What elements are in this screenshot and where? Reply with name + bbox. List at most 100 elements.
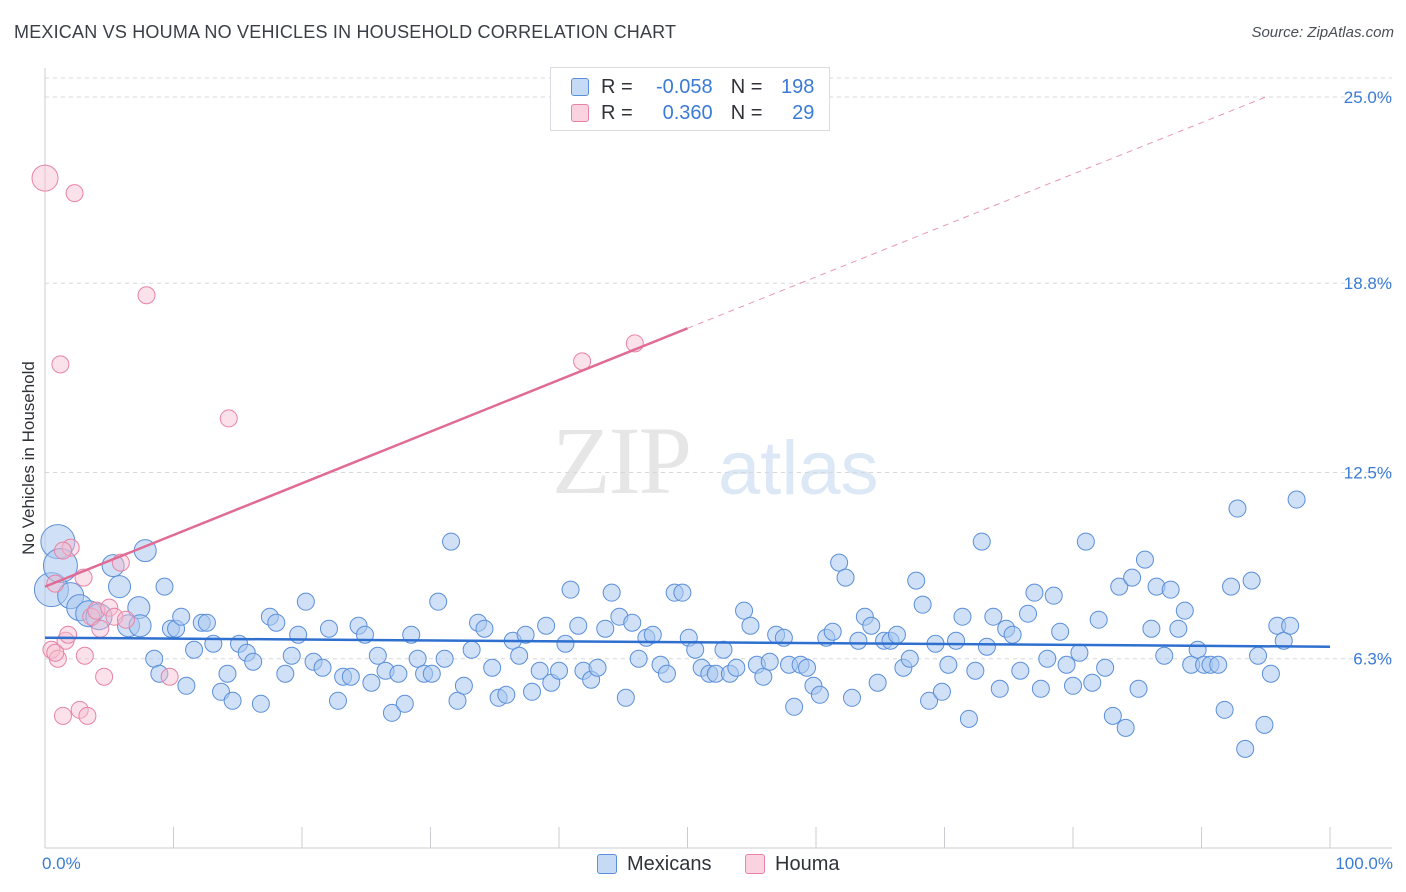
- mexicans-point: [108, 575, 132, 599]
- mexicans-point: [977, 637, 996, 656]
- mexicans-point: [1096, 658, 1115, 677]
- mexicans-point: [947, 631, 966, 650]
- legend-r-label: R =: [601, 101, 633, 124]
- houma-point: [78, 706, 97, 725]
- mexicans-point: [185, 640, 204, 659]
- houma-point: [65, 184, 84, 203]
- bottom-legend-houma: Houma: [745, 851, 839, 877]
- mexicans-point: [932, 682, 951, 701]
- mexicans-point: [368, 646, 387, 665]
- mexicans-point: [395, 694, 414, 713]
- mexicans-point: [85, 603, 113, 631]
- mexicans-point: [686, 640, 705, 659]
- mexicans-point: [267, 613, 286, 632]
- mexicans-point: [1249, 646, 1268, 665]
- mexicans-point: [1261, 664, 1280, 683]
- mexicans-point: [1142, 619, 1161, 638]
- mexicans-point: [657, 664, 676, 683]
- mexicans-point: [483, 658, 502, 677]
- mexicans-point: [714, 640, 733, 659]
- mexicans-point: [510, 646, 529, 665]
- y-tick-label: 18.8%: [1344, 274, 1392, 293]
- legend-n-value: 29: [792, 101, 815, 124]
- mexicans-point: [523, 682, 542, 701]
- mexicans-point: [798, 658, 817, 677]
- mexicans-point: [727, 658, 746, 677]
- mexicans-point: [984, 607, 1003, 626]
- mexicans-point: [172, 607, 191, 626]
- mexicans-point: [362, 673, 381, 692]
- mexicans-point: [530, 661, 549, 680]
- mexicans-point: [1064, 676, 1082, 695]
- mexicans-point: [1135, 550, 1154, 569]
- mexicans-point: [1287, 490, 1306, 509]
- mexicans-point: [516, 625, 535, 644]
- watermark-atlas: atlas: [718, 426, 879, 511]
- mexicans-point: [1215, 700, 1234, 719]
- mexicans-point: [569, 616, 588, 635]
- watermark-zip: ZIP: [552, 407, 692, 514]
- houma-point: [100, 598, 119, 617]
- mexicans-point: [155, 577, 174, 596]
- houma-point: [53, 541, 72, 560]
- houma-point: [137, 286, 156, 305]
- mexicans-point: [251, 694, 270, 713]
- mexicans-point: [830, 553, 849, 572]
- mexicans-point: [1011, 661, 1030, 680]
- mexicans-point: [990, 679, 1009, 698]
- mexicans-point: [1076, 532, 1095, 551]
- mexicans-point: [1019, 604, 1038, 623]
- houma-point: [46, 643, 65, 662]
- correlation-legend: R = -0.058 N = 198 R = 0.360 N = 29: [550, 67, 830, 131]
- mexicans-point: [1025, 583, 1044, 602]
- mexicans-point: [920, 691, 939, 710]
- houma-point: [160, 667, 179, 686]
- mexicans-point: [913, 595, 932, 614]
- mexicans-point: [276, 664, 295, 683]
- mexicans-point: [448, 691, 467, 710]
- mexicans-swatch: [571, 78, 589, 96]
- mexicans-point: [602, 583, 621, 602]
- mexicans-point: [223, 691, 242, 710]
- mexicans-point: [735, 601, 754, 620]
- houma-point: [59, 625, 78, 644]
- mexicans-trend-line: [44, 636, 1331, 648]
- mexicans-point: [1057, 655, 1076, 674]
- mexicans-point: [145, 649, 164, 668]
- y-axis-title: No Vehicles in Household: [19, 361, 38, 555]
- houma-point: [116, 610, 135, 629]
- houma-swatch: [571, 104, 589, 122]
- mexicans-point: [823, 622, 842, 641]
- legend-r-value: -0.058: [655, 75, 713, 98]
- legend-row-houma: R = 0.360 N = 29: [571, 101, 814, 125]
- mexicans-point: [429, 592, 448, 611]
- mexicans-point: [1051, 622, 1070, 641]
- mexicans-point: [754, 667, 773, 686]
- mexicans-point: [953, 607, 972, 626]
- mexicans-point: [836, 568, 855, 587]
- legend-row-mexicans: R = -0.058 N = 198: [571, 75, 814, 99]
- mexicans-point: [900, 649, 919, 668]
- mexicans-legend-swatch: [597, 854, 617, 874]
- mexicans-point: [1110, 577, 1129, 596]
- mexicans-point: [887, 625, 906, 644]
- y-tick-label: 6.3%: [1353, 650, 1392, 669]
- mexicans-point: [408, 649, 427, 668]
- mexicans-point: [810, 685, 829, 704]
- mexicans-point: [402, 625, 421, 644]
- mexicans-point: [760, 652, 779, 671]
- mexicans-point: [341, 667, 360, 686]
- axis-labels: 6.3% 12.5% 18.8% 25.0% 0.0% 100.0% No Vehicles…: [19, 88, 1393, 873]
- mexicans-point: [1209, 655, 1228, 674]
- mexicans-point: [939, 655, 958, 674]
- mexicans-point: [1222, 577, 1241, 596]
- mexicans-point: [741, 616, 760, 635]
- houma-point: [82, 607, 101, 626]
- mexicans-point: [1003, 625, 1022, 644]
- mexicans-point: [475, 619, 494, 638]
- mexicans-point: [1038, 649, 1057, 668]
- grid-layer: [45, 77, 1392, 660]
- mexicans-point: [849, 631, 868, 650]
- x-tick-label: 0.0%: [42, 854, 81, 873]
